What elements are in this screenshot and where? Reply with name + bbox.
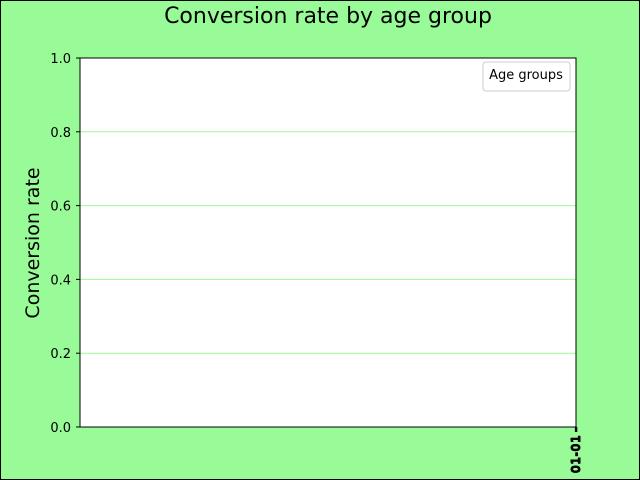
x-tick-label: 01-01 (569, 435, 583, 473)
plot-area (80, 58, 576, 427)
legend: Age groups (482, 61, 571, 92)
y-axis-label: Conversion rate (22, 167, 44, 318)
y-tick-label: 0.0 (50, 421, 71, 436)
legend-title: Age groups (489, 68, 563, 83)
y-tick-label: 0.8 (50, 126, 71, 141)
y-tick-label: 1.0 (50, 52, 71, 67)
y-axis-ticks: 0.0 0.2 0.4 0.6 0.8 1.0 (50, 52, 80, 436)
y-tick-label: 0.6 (50, 200, 71, 215)
x-tick-label: 01-01 (570, 435, 584, 473)
grid-lines (80, 131, 576, 354)
legend-box (482, 61, 571, 92)
chart-title: Conversion rate by age group (164, 4, 492, 29)
y-tick-label: 0.2 (50, 347, 71, 362)
y-tick-label: 0.4 (50, 273, 71, 288)
x-tick-label: 01-01 (569, 435, 583, 473)
plot-frame (79, 57, 577, 428)
